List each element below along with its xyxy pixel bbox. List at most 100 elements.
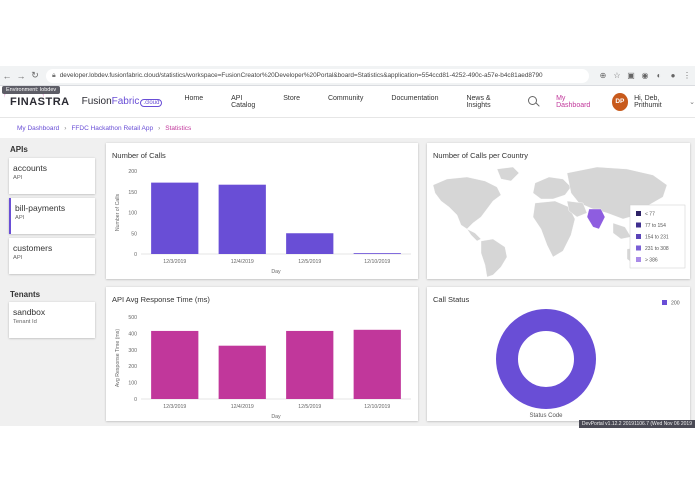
map-region-central-america bbox=[466, 228, 482, 242]
tenants-heading: Tenants bbox=[10, 290, 41, 299]
finastra-logo[interactable]: FINASTRA bbox=[4, 87, 70, 108]
y-tick-label: 100 bbox=[128, 381, 137, 387]
dashboard-content: APIs accounts API bill-payments API cust… bbox=[0, 138, 695, 426]
x-tick-label: 12/10/2019 bbox=[364, 259, 390, 265]
address-bar[interactable]: 🔒︎ developer.lobdev.fusionfabric.cloud/s… bbox=[46, 68, 589, 83]
x-tick-label: 12/3/2019 bbox=[163, 259, 186, 265]
nav-api-catalog[interactable]: API Catalog bbox=[231, 94, 256, 109]
bar bbox=[151, 182, 199, 254]
logo-fusion-text: Fusion bbox=[81, 96, 112, 107]
nav-store[interactable]: Store bbox=[283, 94, 300, 102]
user-greeting[interactable]: Hi, Deb, Prithumit bbox=[634, 94, 662, 109]
api-name: customers bbox=[13, 243, 53, 253]
lock-icon: 🔒︎ bbox=[52, 71, 56, 79]
api-type: API bbox=[13, 175, 23, 181]
x-tick-label: 12/4/2019 bbox=[231, 404, 254, 410]
breadcrumb-app[interactable]: FFDC Hackathon Retail App bbox=[71, 124, 154, 132]
map-region-middle-east bbox=[566, 200, 588, 218]
pie-subtitle: Status Code bbox=[529, 413, 563, 419]
legend-swatch bbox=[662, 300, 667, 305]
map-region-africa bbox=[532, 200, 576, 258]
map-legend-swatch bbox=[636, 211, 641, 216]
chevron-right-icon: › bbox=[158, 124, 161, 132]
panel-title: Call Status bbox=[433, 295, 470, 304]
avatar[interactable]: DP bbox=[611, 92, 629, 111]
number-of-calls-panel: Number of Calls 0 50 100 150 200 12/3/2019 12/… bbox=[106, 143, 418, 279]
map-legend-swatch bbox=[636, 245, 641, 251]
avg-response-time-panel: API Avg Response Time (ms) 0 100 200 300 400… bbox=[106, 287, 418, 421]
fusionfabric-logo[interactable]: FusionFabric .cloud bbox=[82, 96, 163, 107]
map-legend-label: > 386 bbox=[645, 258, 658, 264]
map-legend-label: 154 to 231 bbox=[645, 235, 669, 241]
map-region-india bbox=[586, 208, 606, 230]
menu-icon[interactable]: ⋮ bbox=[683, 70, 691, 80]
panel-title: Number of Calls bbox=[112, 151, 166, 160]
bar bbox=[286, 330, 334, 399]
extension-icon[interactable]: ▣ bbox=[627, 70, 635, 80]
nav-community[interactable]: Community bbox=[327, 94, 364, 102]
y-tick-label: 50 bbox=[131, 231, 137, 237]
x-tick-label: 12/4/2019 bbox=[231, 259, 254, 265]
map-legend-swatch bbox=[636, 222, 641, 228]
url-text: developer.lobdev.fusionfabric.cloud/stat… bbox=[59, 72, 543, 79]
reload-icon[interactable]: ↻ bbox=[31, 70, 39, 80]
api-card-customers[interactable]: customers API bbox=[9, 238, 95, 274]
map-legend-label: 77 to 154 bbox=[645, 223, 666, 229]
y-axis-title: Avg Response Time (ms) bbox=[115, 329, 121, 387]
my-dashboard-link[interactable]: My Dashboard bbox=[556, 94, 591, 109]
extension-icon[interactable]: ◐ bbox=[656, 70, 662, 80]
map-region-europe bbox=[532, 176, 572, 200]
chevron-right-icon: › bbox=[64, 124, 67, 132]
tenant-card-sandbox[interactable]: sandbox Tenant Id bbox=[9, 302, 95, 338]
bar bbox=[151, 330, 199, 399]
api-card-accounts[interactable]: accounts API bbox=[9, 158, 95, 194]
map-legend-swatch bbox=[636, 257, 641, 262]
call-status-chart: 200 Status Code bbox=[496, 300, 680, 419]
y-tick-label: 100 bbox=[128, 211, 137, 217]
tenant-name: sandbox bbox=[13, 307, 46, 317]
map-legend-label: < 77 bbox=[645, 212, 655, 218]
x-tick-label: 12/5/2019 bbox=[298, 404, 321, 410]
extension-icon[interactable]: ◉ bbox=[641, 70, 649, 80]
y-tick-label: 150 bbox=[128, 190, 137, 196]
nav-news-insights[interactable]: News & Insights bbox=[466, 94, 491, 109]
search-icon[interactable] bbox=[527, 95, 540, 109]
call-status-panel: Call Status 200 Status Code bbox=[427, 287, 690, 421]
y-tick-label: 200 bbox=[128, 364, 137, 370]
nav-home[interactable]: Home bbox=[184, 94, 204, 102]
avg-response-time-chart: 0 100 200 300 400 500 12/3/2019 12/4/2019 12/5/2… bbox=[115, 315, 411, 420]
map-region-southeast-asia bbox=[612, 222, 632, 240]
breadcrumb-current: Statistics bbox=[165, 124, 192, 132]
pie-slice bbox=[496, 309, 596, 409]
breadcrumb-my-dashboard[interactable]: My Dashboard bbox=[17, 124, 60, 132]
extension-icon[interactable]: ⊕ bbox=[599, 70, 607, 80]
chevron-down-icon[interactable]: ⌄ bbox=[689, 98, 695, 106]
bar bbox=[286, 233, 334, 254]
forward-icon[interactable]: → bbox=[16, 70, 26, 81]
logo-cloud-text: .cloud bbox=[140, 99, 163, 107]
back-icon[interactable]: ← bbox=[2, 70, 12, 81]
browser-toolbar: ← → ↻ 🔒︎ developer.lobdev.fusionfabric.c… bbox=[0, 66, 695, 86]
map-region-south-america bbox=[480, 238, 508, 278]
x-tick-label: 12/3/2019 bbox=[163, 404, 186, 410]
map-region-greenland bbox=[496, 166, 520, 182]
map-legend-swatch bbox=[636, 234, 641, 239]
nav-documentation[interactable]: Documentation bbox=[391, 94, 439, 102]
map-legend: < 77 77 to 154 154 to 231 231 to 308 > 386 bbox=[636, 211, 669, 264]
number-of-calls-chart: 0 50 100 150 200 12/3/2019 12/4/2019 12/5/2019 1… bbox=[115, 169, 411, 275]
panel-title: Number of Calls per Country bbox=[433, 151, 529, 160]
top-blank-area bbox=[0, 0, 695, 66]
profile-icon[interactable]: ● bbox=[670, 70, 676, 80]
api-card-bill-payments[interactable]: bill-payments API bbox=[9, 198, 95, 234]
version-footer: DevPortal v1.12.2 20191106.7 (Wed Nov 06… bbox=[578, 420, 695, 428]
calls-per-country-panel: Number of Calls per Country < 77 77 bbox=[427, 143, 690, 279]
api-name: accounts bbox=[13, 163, 48, 173]
world-map[interactable]: < 77 77 to 154 154 to 231 231 to 308 > 386 bbox=[427, 143, 690, 279]
bar bbox=[218, 184, 266, 254]
environment-tag: Environment: lobdev bbox=[2, 86, 61, 94]
logo-fabric-text: Fabric bbox=[111, 96, 140, 107]
bar bbox=[218, 345, 266, 399]
star-icon[interactable]: ☆ bbox=[613, 70, 621, 80]
api-name: bill-payments bbox=[15, 203, 66, 213]
tenant-type: Tenant Id bbox=[13, 319, 37, 325]
